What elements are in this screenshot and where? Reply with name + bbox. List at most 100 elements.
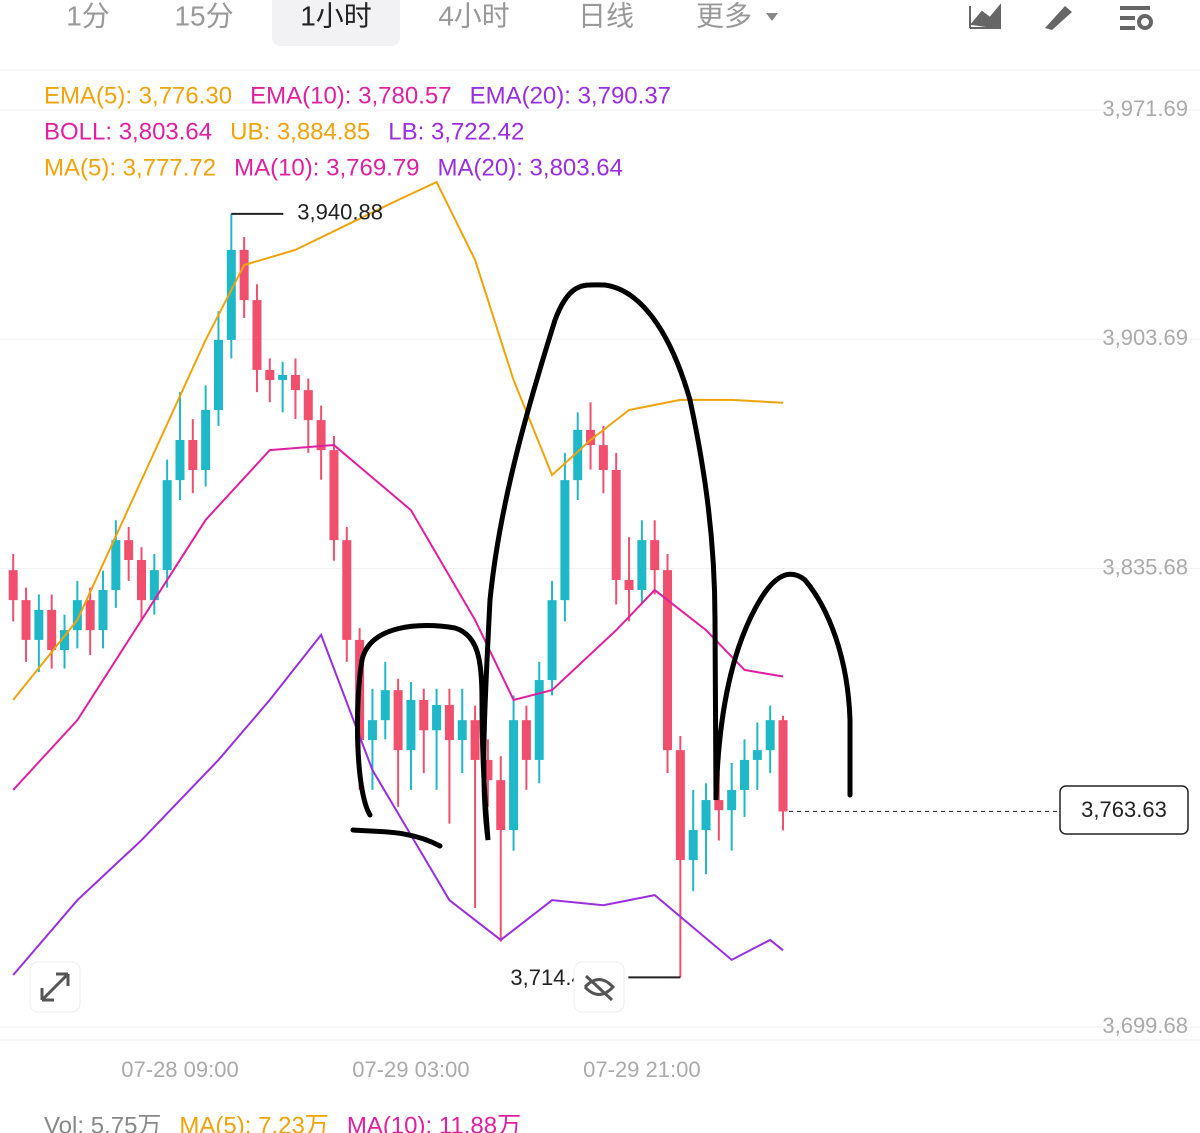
- tab[interactable]: 日线: [578, 0, 634, 31]
- x-tick-label: 07-28 09:00: [121, 1057, 238, 1082]
- candle-body: [188, 440, 198, 471]
- tab[interactable]: 1小时: [300, 0, 372, 31]
- candle-body: [380, 690, 390, 721]
- indicator-label: MA(5): 3,777.72: [44, 154, 216, 181]
- candle-body: [252, 300, 262, 370]
- candle-body: [8, 570, 18, 601]
- indicator-label: EMA(20): 3,790.37: [470, 82, 671, 109]
- indicator-label: MA(20): 3,803.64: [438, 154, 623, 181]
- candle-body: [547, 600, 557, 681]
- candle-body: [239, 249, 249, 301]
- candle-body: [701, 800, 711, 831]
- candle-body: [432, 704, 442, 731]
- candle-body: [290, 374, 300, 391]
- candle-body: [85, 600, 95, 631]
- indicator-label: EMA(5): 3,776.30: [44, 82, 232, 109]
- candle-body: [688, 830, 698, 861]
- indicator-label: UB: 3,884.85: [230, 118, 370, 145]
- y-tick-label: 3,903.69: [1102, 325, 1188, 350]
- indicator-label: MA(10): 3,769.79: [234, 154, 419, 181]
- candle-body: [21, 600, 31, 640]
- hand-drawing: [350, 282, 853, 849]
- x-tick-label: 07-29 03:00: [352, 1057, 469, 1082]
- candle-body: [765, 720, 775, 751]
- x-tick-label: 07-29 21:00: [583, 1057, 700, 1082]
- band-line: [12, 632, 784, 976]
- candle-body: [419, 699, 429, 731]
- tab[interactable]: 4小时: [438, 0, 510, 31]
- candle-body: [124, 540, 134, 561]
- candle-body: [201, 410, 211, 471]
- candle-body: [778, 720, 788, 812]
- indicator-label: BOLL: 3,803.64: [44, 118, 212, 145]
- candle-body: [98, 590, 108, 631]
- candle-body: [367, 720, 377, 741]
- candle-body: [740, 759, 750, 790]
- tab[interactable]: 更多: [696, 0, 752, 31]
- candle-body: [752, 750, 762, 760]
- tab[interactable]: 15分: [174, 0, 233, 31]
- candle-body: [521, 720, 531, 760]
- band-line: [12, 444, 784, 791]
- candle-body: [47, 609, 57, 651]
- candle-body: [303, 390, 313, 421]
- candle-body: [444, 704, 454, 741]
- active-tab-bg: [272, 0, 400, 46]
- y-tick-label: 3,699.68: [1102, 1013, 1188, 1038]
- candle-body: [598, 445, 608, 471]
- candle-body: [483, 759, 493, 781]
- max-label: 3,940.88: [297, 200, 383, 225]
- candle-body: [265, 369, 275, 380]
- indicator-label: Vol: 5.75万: [44, 1112, 161, 1133]
- hide-icon: [583, 974, 616, 1002]
- candle-body: [34, 609, 44, 640]
- settings-icon[interactable]: [1120, 6, 1150, 30]
- candle-body: [650, 540, 660, 571]
- candle-body: [714, 800, 724, 811]
- y-tick-label: 3,971.69: [1102, 96, 1188, 121]
- candle-body: [213, 339, 223, 411]
- last-price-label: 3,763.63: [1081, 797, 1167, 822]
- candle-body: [175, 440, 185, 481]
- chart-icon[interactable]: [969, 3, 1001, 30]
- candle-body: [675, 750, 685, 861]
- candle-body: [137, 560, 146, 601]
- candle-body: [509, 720, 519, 831]
- candle-body: [278, 374, 288, 380]
- candle-body: [663, 570, 673, 751]
- price-box: [1059, 785, 1189, 835]
- indicator-label: MA(10): 11.88万: [347, 1112, 521, 1133]
- candle-body: [496, 780, 506, 831]
- candle-body: [329, 450, 339, 541]
- tab[interactable]: 1分: [66, 0, 110, 31]
- settings-gear: [1137, 14, 1153, 30]
- candle-body: [393, 690, 403, 751]
- candle-body: [72, 600, 82, 631]
- candle-body: [406, 699, 416, 751]
- candle-body: [162, 480, 172, 571]
- y-tick-label: 3,835.68: [1102, 554, 1188, 579]
- candle-body: [457, 720, 467, 741]
- candle-body: [470, 720, 480, 760]
- candle-body: [534, 680, 544, 760]
- candle-body: [226, 249, 236, 340]
- band-line: [12, 180, 784, 701]
- candle-body: [60, 630, 70, 651]
- indicator-label: EMA(10): 3,780.57: [250, 82, 451, 109]
- fullscreen-icon: [40, 972, 70, 1002]
- candle-body: [560, 480, 570, 601]
- candle-body: [149, 570, 159, 601]
- indicator-label: LB: 3,722.42: [388, 118, 524, 145]
- candle-body: [573, 429, 583, 481]
- candle-body: [586, 429, 596, 446]
- draw-icon[interactable]: [1045, 6, 1072, 30]
- candle-body: [342, 540, 352, 640]
- dropdown-arrow: [766, 13, 778, 21]
- indicator-label: MA(5): 7.23万: [179, 1112, 328, 1133]
- candle-body: [624, 579, 634, 591]
- candle-body: [611, 470, 621, 580]
- candle-body: [111, 540, 121, 591]
- candle-body: [637, 540, 647, 591]
- candle-body: [727, 789, 737, 811]
